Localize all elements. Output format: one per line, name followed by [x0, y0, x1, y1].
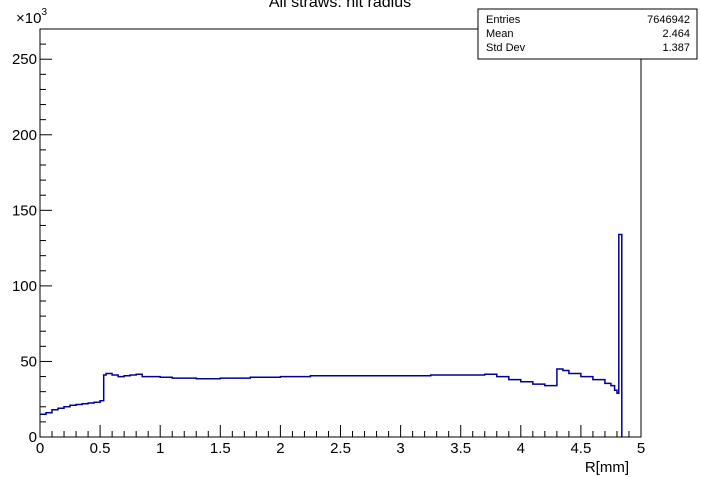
stats-value: 1.387 [662, 42, 690, 54]
x-tick-label: 2 [276, 440, 284, 457]
y-tick-label: 0 [29, 429, 37, 446]
stats-value: 2.464 [662, 28, 690, 40]
x-tick-label: 2.5 [330, 440, 351, 457]
series-line-0 [40, 233, 623, 437]
x-tick-label: 3.5 [450, 440, 471, 457]
y-tick-label: 200 [12, 127, 37, 144]
chart-title: All straws: hit radius [269, 0, 411, 11]
x-axis: 0 0.5 1 1.5 2 2.5 3 3.5 4 4.5 5 [36, 425, 645, 457]
x-tick-label: 4.5 [570, 440, 591, 457]
x-tick-label: 0.5 [90, 440, 111, 457]
stats-box-frame [477, 8, 698, 60]
series-layer [40, 233, 623, 437]
y-tick-label: 250 [12, 51, 37, 68]
stats-value: 7646942 [647, 14, 690, 26]
x-tick-label: 1.5 [210, 440, 231, 457]
stats-label: Entries [486, 14, 521, 26]
x-tick-label: 3 [396, 440, 404, 457]
x-axis-label: R[mm] [585, 459, 629, 476]
y-multiplier-exponent: 3 [41, 7, 47, 18]
x-tick-label: 0 [36, 440, 44, 457]
x-tick-label: 4 [517, 440, 525, 457]
x-tick-label: 5 [637, 440, 645, 457]
stats-label: Std Dev [486, 42, 526, 54]
y-multiplier-label: ×103 [16, 7, 47, 27]
stats-box: Entries 7646942 Mean 2.464 Std Dev 1.387 [477, 8, 698, 60]
y-tick-label: 150 [12, 202, 37, 219]
y-multiplier-base: ×10 [16, 10, 41, 27]
stats-label: Mean [486, 28, 514, 40]
y-tick-label: 50 [20, 353, 37, 370]
x-tick-label: 1 [156, 440, 164, 457]
y-tick-label: 100 [12, 278, 37, 295]
y-axis: 0 50 100 150 200 250 [12, 28, 52, 446]
